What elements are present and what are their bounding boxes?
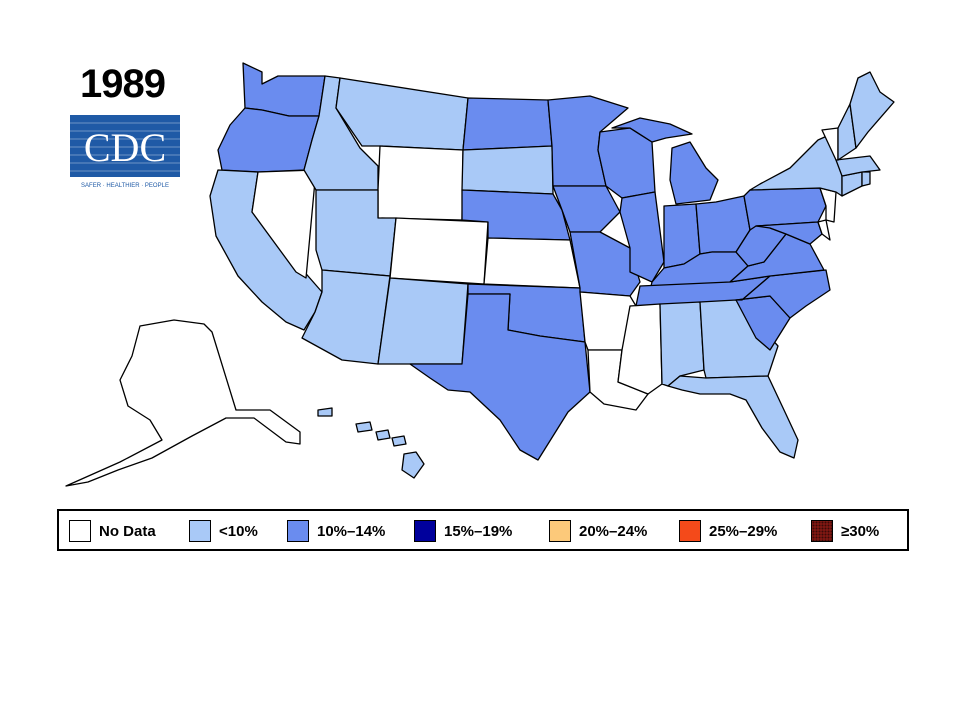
legend-item-ge30: ≥30%: [811, 519, 879, 543]
legend-item-lt10: <10%: [189, 519, 258, 543]
legend-swatch-20-24: [549, 520, 571, 542]
state-RI: [861, 171, 871, 187]
state-IL: [619, 191, 665, 283]
state-WA: [242, 62, 326, 117]
state-HI-b: [355, 421, 373, 433]
state-CO: [389, 217, 489, 285]
legend-item-10-14: 10%–14%: [287, 519, 385, 543]
legend-swatch-10-14: [287, 520, 309, 542]
legend-label-10-14: 10%–14%: [317, 522, 386, 540]
state-HI: [401, 451, 425, 479]
legend-item-no-data: No Data: [69, 519, 156, 543]
state-MO: [569, 231, 641, 297]
legend-swatch-25-29: [679, 520, 701, 542]
state-ND: [462, 97, 553, 151]
legend-label-20-24: 20%–24%: [579, 522, 648, 540]
state-HI-a: [317, 407, 333, 417]
logo-text: CDC: [84, 125, 166, 170]
legend-item-15-19: 15%–19%: [414, 519, 512, 543]
legend-item-25-29: 25%–29%: [679, 519, 777, 543]
state-TX: [409, 293, 591, 461]
legend-item-20-24: 20%–24%: [549, 519, 647, 543]
legend-swatch-lt10: [189, 520, 211, 542]
state-MI-UP: [611, 117, 693, 143]
state-DE: [817, 219, 831, 241]
state-SD: [461, 145, 554, 195]
legend-label-no-data: No Data: [99, 522, 156, 540]
state-AK: [65, 319, 301, 487]
logo-tagline: SAFER · HEALTHIER · PEOPLE: [81, 183, 169, 189]
cdc-logo: CDC SAFER · HEALTHIER · PEOPLE: [70, 115, 180, 189]
legend-label-ge30: ≥30%: [841, 522, 880, 540]
legend-label-15-19: 15%–19%: [444, 522, 513, 540]
legend-label-lt10: <10%: [219, 522, 258, 540]
state-KS: [483, 237, 581, 289]
legend-swatch-no-data: [69, 520, 91, 542]
state-FL: [667, 375, 799, 459]
state-AL: [659, 301, 705, 387]
legend-swatch-ge30: [811, 520, 833, 542]
state-HI-c: [375, 429, 391, 441]
state-HI-d: [391, 435, 407, 447]
state-NM: [377, 277, 469, 365]
state-WY: [377, 145, 464, 221]
state-MI: [669, 141, 719, 205]
legend-swatch-15-19: [414, 520, 436, 542]
state-ME: [849, 71, 895, 149]
state-MT: [335, 77, 469, 151]
state-MA: [835, 155, 881, 177]
legend-label-25-29: 25%–29%: [709, 522, 778, 540]
year-title: 1989: [80, 62, 166, 106]
legend: No Data <10% 10%–14% 15%–19% 20%–24% 25%…: [57, 509, 909, 551]
state-OR: [217, 107, 320, 173]
